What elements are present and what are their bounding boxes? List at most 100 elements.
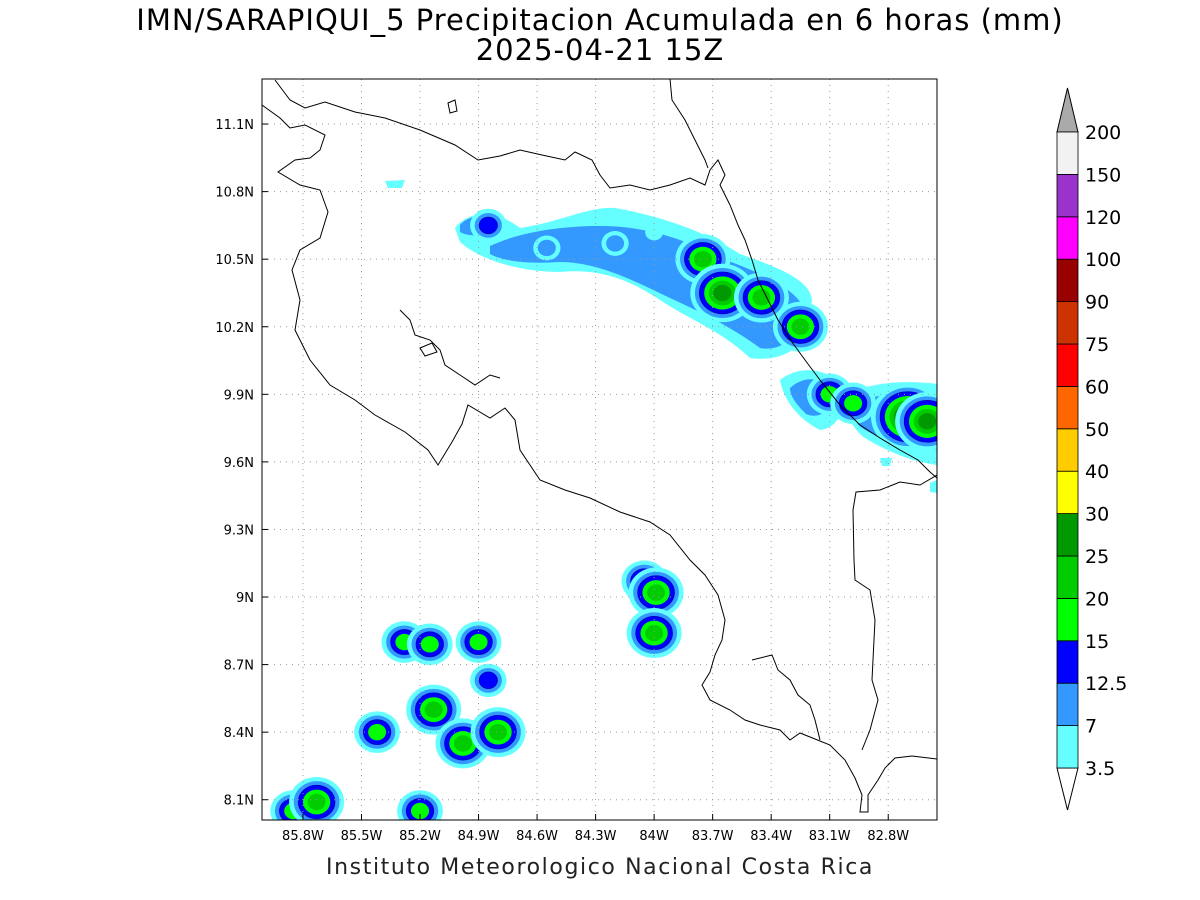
longitude-tick-labels: 85.8W 85.5W 85.2W 84.9W 84.6W 84.3W 84W 83.7W 83… — [282, 829, 909, 844]
precip-cell — [733, 272, 789, 323]
coastline — [262, 79, 937, 813]
lat-tick-label: 10.2N — [215, 321, 254, 336]
colorbar-swatch — [1056, 598, 1079, 642]
lat-tick-label: 10.8N — [215, 186, 254, 201]
footer-credit: Instituto Meteorologico Nacional Costa R… — [326, 855, 874, 880]
precip-contour — [844, 395, 863, 412]
lake-island — [447, 99, 458, 114]
lon-tick-label: 85.8W — [282, 829, 324, 844]
colorbar-label: 15 — [1085, 631, 1109, 653]
map-grid — [262, 79, 937, 820]
colorbar-label: 3.5 — [1085, 758, 1115, 780]
plot-area — [262, 79, 937, 820]
precip-contour — [537, 239, 556, 257]
colorbar-label: 25 — [1085, 546, 1109, 568]
precip-contour — [606, 235, 625, 252]
precip-contour — [478, 216, 498, 235]
colorbar-label: 12.5 — [1085, 673, 1127, 695]
precip-cell — [830, 382, 876, 425]
precip-contour — [368, 723, 387, 741]
colorbar-label: 90 — [1085, 292, 1109, 314]
lat-tick-label: 10.5N — [215, 253, 254, 268]
colorbar-label: 75 — [1085, 334, 1109, 356]
precip-cell — [406, 684, 462, 735]
map-subtitle: 2025-04-21 15Z — [475, 33, 725, 67]
precip-contour — [420, 636, 439, 653]
precip-contour — [424, 701, 443, 718]
osa-peninsula-coast — [751, 654, 821, 741]
colorbar-label: 60 — [1085, 376, 1109, 398]
precip-area-3.5 — [930, 480, 937, 493]
precip-contour — [478, 671, 498, 690]
caribbean-coast-north — [669, 79, 709, 169]
precip-contour — [645, 624, 664, 642]
precip-contour — [489, 723, 508, 741]
precip-cell — [289, 776, 345, 820]
colorbar: 3.5 7 12.5 15 20 25 30 40 50 60 75 90 100 120 150 200 — [1056, 87, 1127, 811]
latitude-tick-labels: 8.1N 8.4N 8.7N 9N 9.3N 9.6N 9.9N 10.2N 10.5N 10.8… — [215, 118, 254, 809]
colorbar-swatch — [1056, 470, 1079, 515]
precip-contour — [752, 289, 771, 306]
lat-tick-label: 8.4N — [224, 726, 254, 741]
colorbar-over-arrow — [1056, 87, 1079, 133]
precip-contour — [791, 318, 810, 335]
lon-tick-label: 84W — [639, 829, 669, 844]
precip-contour — [713, 284, 732, 302]
precip-contour — [645, 223, 664, 241]
colorbar-label: 200 — [1085, 122, 1121, 144]
lon-tick-label: 83.1W — [809, 829, 851, 844]
colorbar-swatch — [1056, 555, 1079, 599]
colorbar-swatch — [1056, 301, 1079, 345]
colorbar-swatch — [1056, 385, 1079, 430]
precip-cell — [406, 623, 453, 666]
precip-contour — [453, 735, 472, 752]
nicoya-gulf-coast — [399, 309, 501, 386]
lat-tick-label: 9N — [236, 591, 254, 606]
colorbar-label: 120 — [1085, 207, 1121, 229]
lon-tick-label: 85.2W — [399, 829, 441, 844]
precip-cell — [626, 608, 682, 659]
precip-contour — [647, 584, 666, 601]
precipitation-layer — [270, 180, 937, 820]
precip-contour — [918, 413, 937, 430]
precip-contour — [411, 802, 430, 820]
colorbar-swatch — [1056, 428, 1079, 472]
colorbar-label: 150 — [1085, 164, 1121, 186]
colorbar-swatch — [1056, 725, 1079, 769]
plot-frame — [261, 78, 938, 821]
lat-tick-label: 9.9N — [224, 388, 254, 403]
colorbar-label: 50 — [1085, 419, 1109, 441]
colorbar-label: 40 — [1085, 461, 1109, 483]
colorbar-swatch — [1056, 131, 1079, 175]
map-title: IMN/SARAPIQUI_5 Precipitacion Acumulada … — [136, 3, 1064, 37]
colorbar-label: 30 — [1085, 504, 1109, 526]
colorbar-swatch — [1056, 682, 1079, 727]
lon-tick-label: 83.7W — [692, 829, 734, 844]
lat-tick-label: 9.6N — [224, 456, 254, 471]
precip-cell — [470, 707, 526, 758]
colorbar-swatch — [1056, 173, 1079, 218]
lat-tick-label: 11.1N — [215, 118, 254, 133]
precip-cell — [397, 790, 443, 820]
precip-cell — [455, 621, 502, 663]
lat-tick-label: 9.3N — [224, 523, 254, 538]
panama-border — [852, 474, 937, 751]
precip-cell — [470, 208, 507, 242]
precip-cell — [645, 223, 664, 241]
colorbar-swatch — [1056, 343, 1079, 387]
colorbar-under-arrow — [1056, 767, 1079, 811]
precip-cell — [895, 392, 937, 451]
lon-tick-label: 82.8W — [867, 829, 909, 844]
colorbar-swatch — [1056, 640, 1079, 684]
precip-cell — [772, 301, 828, 352]
colorbar-swatch — [1056, 258, 1079, 303]
colorbar-swatch — [1056, 216, 1079, 260]
lon-tick-label: 84.3W — [575, 829, 617, 844]
colorbar-label: 20 — [1085, 588, 1109, 610]
precip-cell — [533, 235, 561, 261]
precip-cell — [470, 663, 507, 697]
colorbar-label: 100 — [1085, 249, 1121, 271]
lat-tick-label: 8.1N — [224, 794, 254, 809]
precip-cell — [601, 231, 629, 256]
